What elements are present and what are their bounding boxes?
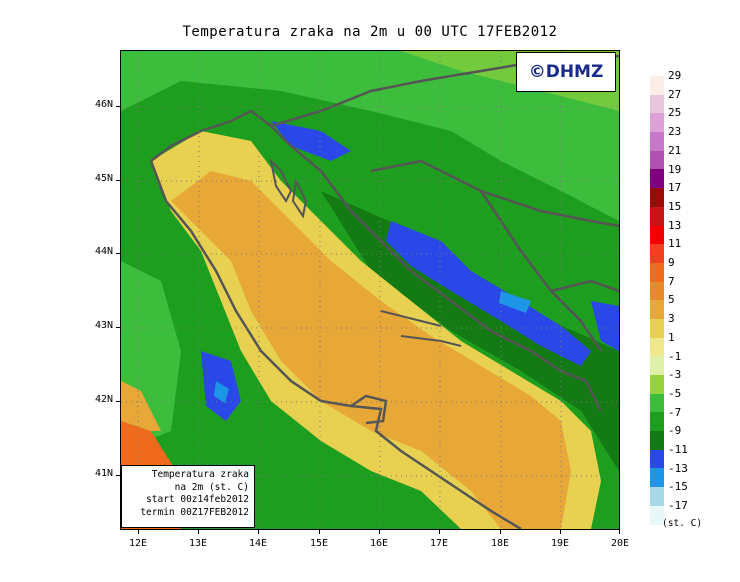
- colorbar-label: 27: [668, 87, 682, 101]
- lon-tick: [138, 529, 139, 534]
- colorbar-label: -13: [668, 461, 688, 475]
- colorbar-label: -15: [668, 480, 688, 494]
- lat-label-44n: 44N: [94, 246, 113, 257]
- colorbar-swatch: [650, 412, 664, 432]
- colorbar-label: 15: [668, 199, 682, 213]
- colorbar-label: -17: [668, 499, 688, 513]
- colorbar-swatch: [650, 281, 664, 301]
- colorbar-label: 19: [668, 162, 682, 176]
- colorbar-swatch: [650, 150, 664, 170]
- colorbar-label: -7: [668, 405, 682, 419]
- colorbar: [650, 76, 664, 525]
- colorbar-swatch: [650, 468, 664, 488]
- colorbar-label: 3: [668, 312, 675, 326]
- info-box: Temperatura zraka na 2m (st. C) start 00…: [121, 465, 255, 528]
- lat-tick: [116, 253, 121, 254]
- colorbar-swatch: [650, 356, 664, 375]
- lon-label-20e: 20E: [610, 538, 630, 549]
- lat-label-46n: 46N: [94, 99, 113, 110]
- colorbar-swatch: [650, 244, 664, 263]
- info-line: na 2m (st. C): [174, 481, 249, 493]
- colorbar-label: 13: [668, 218, 682, 232]
- lon-label-14e: 14E: [248, 538, 268, 549]
- colorbar-label: 1: [668, 330, 675, 344]
- colorbar-label: 23: [668, 125, 682, 139]
- lon-label-19e: 19E: [550, 538, 570, 549]
- colorbar-swatch: [650, 449, 664, 469]
- lat-label-41n: 41N: [94, 468, 113, 479]
- colorbar-label: -3: [668, 368, 682, 382]
- lon-tick: [439, 529, 440, 534]
- lon-tick: [500, 529, 501, 534]
- colorbar-label: 7: [668, 274, 675, 288]
- colorbar-swatch: [650, 505, 664, 525]
- colorbar-label: 11: [668, 237, 682, 251]
- colorbar-swatch: [650, 337, 664, 357]
- lat-label-45n: 45N: [94, 173, 113, 184]
- colorbar-label: -9: [668, 424, 682, 438]
- colorbar-swatch: [650, 375, 664, 394]
- lon-tick: [319, 529, 320, 534]
- lon-label-16e: 16E: [369, 538, 389, 549]
- lon-label-15e: 15E: [309, 538, 329, 549]
- lon-tick: [198, 529, 199, 534]
- lon-label-18e: 18E: [490, 538, 510, 549]
- colorbar-swatch: [650, 132, 664, 151]
- colorbar-swatch: [650, 487, 664, 506]
- colorbar-swatch: [650, 206, 664, 226]
- map-title: Temperatura zraka na 2m u 00 UTC 17FEB20…: [182, 24, 558, 40]
- lon-tick: [258, 529, 259, 534]
- lat-label-42n: 42N: [94, 394, 113, 405]
- temperature-field: [121, 51, 619, 529]
- lon-label-13e: 13E: [188, 538, 208, 549]
- lon-tick: [619, 529, 620, 534]
- colorbar-label: -11: [668, 443, 688, 456]
- colorbar-label: 5: [668, 293, 675, 307]
- colorbar-label: -5: [668, 386, 682, 400]
- colorbar-swatch: [650, 262, 664, 282]
- lon-label-12e: 12E: [128, 538, 148, 549]
- colorbar-swatch: [650, 300, 664, 319]
- lat-label-43n: 43N: [94, 320, 113, 331]
- colorbar-swatch: [650, 318, 664, 338]
- lat-tick: [116, 180, 121, 181]
- copyright-badge: ©DHMZ: [516, 52, 616, 92]
- colorbar-label: 9: [668, 256, 675, 269]
- info-line: start 00z14feb2012: [146, 494, 249, 505]
- colorbar-swatch: [650, 225, 664, 245]
- colorbar-label: 29: [668, 69, 682, 82]
- lon-label-17e: 17E: [429, 538, 449, 549]
- colorbar-unit: (st. C): [662, 518, 703, 529]
- colorbar-swatch: [650, 76, 664, 95]
- colorbar-swatch: [650, 393, 664, 413]
- info-line: Temperatura zraka: [151, 469, 249, 480]
- colorbar-swatch: [650, 94, 664, 114]
- map-area: [120, 50, 620, 530]
- info-line: termin 00Z17FEB2012: [140, 506, 249, 518]
- colorbar-label: 21: [668, 143, 682, 157]
- colorbar-swatch: [650, 169, 664, 189]
- colorbar-label: 17: [668, 181, 682, 195]
- lat-tick: [116, 327, 121, 328]
- colorbar-swatch: [650, 188, 664, 207]
- lat-tick: [116, 106, 121, 107]
- colorbar-swatch: [650, 431, 664, 450]
- colorbar-label: 25: [668, 106, 682, 120]
- colorbar-swatch: [650, 113, 664, 133]
- lat-tick: [116, 475, 121, 476]
- lat-tick: [116, 401, 121, 402]
- lon-tick: [379, 529, 380, 534]
- colorbar-label: -1: [668, 349, 682, 363]
- lon-tick: [560, 529, 561, 534]
